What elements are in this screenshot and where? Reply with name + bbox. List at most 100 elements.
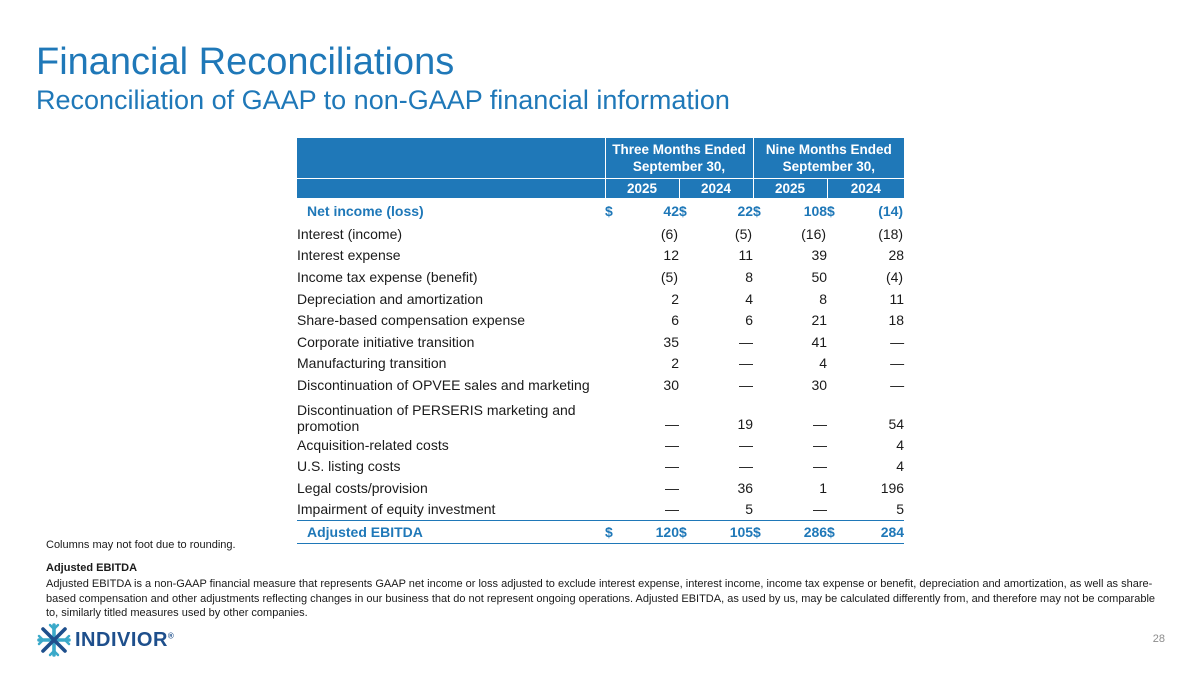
currency-symbol: $ [827, 520, 847, 544]
table-row: Depreciation and amortization 2 4 8 11 [297, 288, 904, 310]
page-title: Financial Reconciliations [36, 41, 455, 83]
currency-symbol: $ [605, 520, 624, 544]
value-cell: 28 [888, 247, 905, 264]
value-cell: (5) [734, 225, 753, 242]
value-cell: (6) [660, 225, 678, 242]
currency-symbol: $ [753, 202, 761, 219]
company-logo: INDIVIOR® [36, 622, 174, 658]
value-cell: 36 [737, 479, 754, 496]
row-label: Impairment of equity investment [297, 501, 496, 518]
year-header: 2025 [604, 178, 679, 198]
value-cell: — [739, 355, 754, 372]
header-blank [297, 138, 605, 179]
table-row: Discontinuation of PERSERIS marketing an… [297, 396, 904, 434]
value-cell: 22 [737, 202, 754, 219]
value-cell: 11 [738, 247, 754, 264]
value-cell: 286 [772, 520, 828, 544]
value-cell: — [890, 355, 905, 372]
table-row: Manufacturing transition 2 — 4 — [297, 353, 904, 375]
definition-text: Adjusted EBITDA is a non-GAAP financial … [46, 578, 1156, 619]
value-cell: 30 [663, 376, 679, 393]
value-cell: 54 [888, 415, 905, 432]
currency-symbol: $ [827, 202, 835, 219]
table-row: Income tax expense (benefit) (5) 8 50 (4… [297, 266, 904, 288]
currency-symbol: $ [753, 520, 773, 544]
value-cell: — [813, 458, 828, 475]
row-label: Corporate initiative transition [297, 333, 475, 350]
logo-wordmark: INDIVIOR® [75, 628, 175, 651]
table-row: Interest (income) (6) (5) (16) (18) [297, 223, 904, 245]
currency-symbol: $ [679, 202, 687, 219]
value-cell: 12 [663, 247, 679, 264]
row-label: Depreciation and amortization [297, 290, 483, 307]
row-label: Discontinuation of PERSERIS marketing an… [297, 401, 576, 434]
value-cell: — [813, 436, 828, 453]
header-blank [297, 178, 605, 198]
value-cell: 8 [819, 290, 828, 307]
value-cell: 284 [846, 520, 905, 544]
row-label: Net income (loss) [307, 202, 424, 219]
value-cell: 105 [698, 520, 754, 544]
year-header: 2025 [752, 178, 828, 198]
value-cell: 6 [671, 312, 679, 329]
year-header: 2024 [678, 178, 754, 198]
value-cell: 30 [811, 376, 828, 393]
table-row: Share-based compensation expense 6 6 21 … [297, 309, 904, 331]
row-label: Interest (income) [297, 225, 403, 242]
row-label: U.S. listing costs [297, 458, 401, 475]
table-row: U.S. listing costs — — — 4 [297, 455, 904, 477]
row-label: Adjusted EBITDA [297, 520, 605, 544]
value-cell: 5 [896, 501, 905, 518]
value-cell: (18) [878, 225, 904, 242]
value-cell: (14) [878, 202, 904, 219]
value-cell: 120 [624, 520, 679, 544]
table-row: Corporate initiative transition 35 — 41 … [297, 331, 904, 353]
value-cell: — [890, 333, 905, 350]
group-header-row: Three Months Ended September 30, Nine Mo… [297, 138, 905, 179]
definition-title: Adjusted EBITDA [46, 562, 138, 574]
value-cell: 39 [811, 247, 828, 264]
value-cell: — [665, 479, 679, 496]
row-label: Acquisition-related costs [297, 436, 449, 453]
currency-symbol: $ [679, 520, 698, 544]
value-cell: 50 [811, 268, 828, 285]
value-cell: 11 [889, 290, 905, 307]
value-cell: (5) [660, 268, 678, 285]
value-cell: 21 [811, 312, 828, 329]
rounding-note: Columns may not foot due to rounding. [46, 539, 236, 551]
net-income-row: Net income (loss) $ 42 $ 22 $ 108 $ (14) [297, 198, 904, 223]
value-cell: — [813, 415, 828, 432]
table-row: Acquisition-related costs — — — 4 [297, 434, 904, 456]
value-cell: — [739, 333, 754, 350]
table-row: Legal costs/provision — 36 1 196 [297, 477, 904, 499]
value-cell: — [665, 501, 679, 518]
nine-months-header: Nine Months Ended September 30, [752, 138, 905, 179]
value-cell: — [813, 501, 828, 518]
value-cell: — [665, 436, 679, 453]
value-cell: 4 [745, 290, 754, 307]
value-cell: 35 [663, 333, 679, 350]
row-label: Interest expense [297, 247, 401, 264]
value-cell: — [665, 415, 679, 432]
value-cell: 4 [819, 355, 828, 372]
value-cell: 41 [811, 333, 828, 350]
value-cell: — [739, 376, 754, 393]
snowflake-logo-icon [37, 623, 71, 657]
page-number: 28 [1152, 633, 1165, 645]
value-cell: — [739, 458, 754, 475]
value-cell: 1 [819, 479, 828, 496]
row-label: Legal costs/provision [297, 479, 428, 496]
value-cell: 4 [896, 436, 905, 453]
value-cell: (4) [885, 268, 904, 285]
value-cell: 4 [896, 458, 905, 475]
year-header: 2024 [826, 178, 905, 198]
row-label: Discontinuation of OPVEE sales and marke… [297, 376, 590, 393]
value-cell: (16) [801, 225, 827, 242]
value-cell: 2 [671, 290, 679, 307]
year-header-row: 2025 2024 2025 2024 [297, 178, 905, 198]
value-cell: 2 [671, 355, 679, 372]
value-cell: 19 [737, 415, 754, 432]
row-label: Share-based compensation expense [297, 312, 526, 329]
value-cell: 108 [803, 202, 828, 219]
value-cell: — [890, 376, 905, 393]
